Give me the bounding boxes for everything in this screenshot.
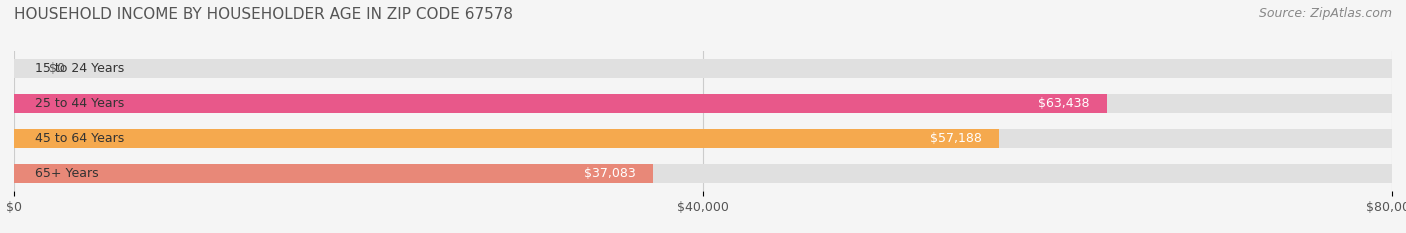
Text: 65+ Years: 65+ Years: [35, 167, 98, 180]
Text: $63,438: $63,438: [1038, 97, 1090, 110]
Text: $0: $0: [48, 62, 65, 75]
Text: 25 to 44 Years: 25 to 44 Years: [35, 97, 124, 110]
Text: $37,083: $37,083: [583, 167, 636, 180]
Text: HOUSEHOLD INCOME BY HOUSEHOLDER AGE IN ZIP CODE 67578: HOUSEHOLD INCOME BY HOUSEHOLDER AGE IN Z…: [14, 7, 513, 22]
Bar: [14, 164, 652, 183]
Bar: [14, 164, 1392, 183]
Text: 15 to 24 Years: 15 to 24 Years: [35, 62, 124, 75]
Bar: [14, 59, 1392, 78]
Text: $57,188: $57,188: [929, 132, 981, 145]
Bar: [14, 129, 1000, 148]
Bar: [14, 94, 1107, 113]
Bar: [14, 94, 1392, 113]
Text: Source: ZipAtlas.com: Source: ZipAtlas.com: [1258, 7, 1392, 20]
Text: 45 to 64 Years: 45 to 64 Years: [35, 132, 124, 145]
Bar: [14, 129, 1392, 148]
